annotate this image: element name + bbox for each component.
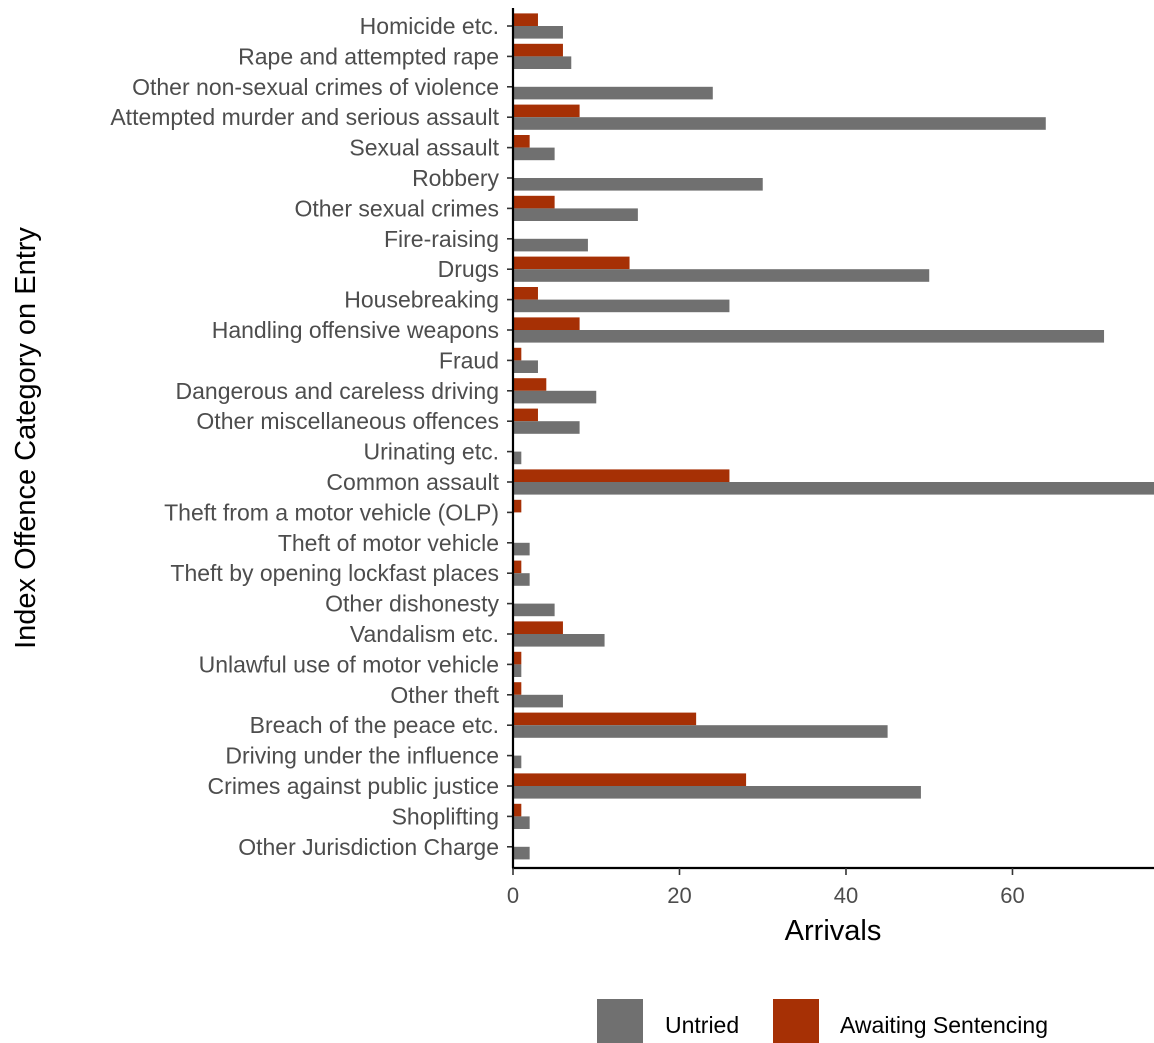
bar-untried <box>513 178 763 191</box>
bar-awaiting-sentencing <box>513 287 538 300</box>
bar-untried <box>513 208 638 221</box>
bar-untried <box>513 299 730 313</box>
legend: Untried Awaiting Sentencing <box>597 999 1048 1043</box>
bar-untried <box>513 664 522 677</box>
category-label: Drugs <box>438 256 499 282</box>
bar-untried <box>513 421 580 434</box>
bar-untried <box>513 451 522 465</box>
bar-untried <box>513 360 538 373</box>
bar-awaiting-sentencing <box>513 651 522 665</box>
x-axis-title: Arrivals <box>785 915 882 947</box>
bar-awaiting-sentencing <box>513 560 522 574</box>
bar-awaiting-sentencing <box>513 682 522 695</box>
x-tick-label: 0 <box>507 883 519 908</box>
bar-untried <box>513 755 522 769</box>
bar-awaiting-sentencing <box>513 347 522 361</box>
category-label: Other miscellaneous offences <box>196 408 499 434</box>
category-label: Other theft <box>390 682 499 708</box>
legend-key <box>597 999 643 1043</box>
category-label: Crimes against public justice <box>208 773 499 799</box>
bar-untried <box>513 634 605 647</box>
bar-awaiting-sentencing <box>513 104 580 118</box>
category-label: Breach of the peace etc. <box>250 712 499 738</box>
bar-awaiting-sentencing <box>513 135 530 148</box>
legend-key <box>773 999 819 1043</box>
category-label: Housebreaking <box>344 287 499 313</box>
bar-awaiting-sentencing <box>513 317 580 330</box>
bar-untried <box>513 694 563 708</box>
category-label: Dangerous and careless driving <box>176 378 499 404</box>
bar-awaiting-sentencing <box>513 195 555 209</box>
category-label: Rape and attempted rape <box>238 43 499 69</box>
category-label: Fraud <box>439 347 499 373</box>
bar-untried <box>513 725 888 738</box>
bar-untried <box>513 816 530 829</box>
bar-untried <box>513 147 555 161</box>
bar-awaiting-sentencing <box>513 499 522 513</box>
bar-untried <box>513 390 597 404</box>
legend-label: Awaiting Sentencing <box>840 1012 1048 1038</box>
bar-awaiting-sentencing <box>513 773 747 786</box>
category-label: Theft from a motor vehicle (OLP) <box>164 499 499 525</box>
bar-untried <box>513 846 530 860</box>
bar-awaiting-sentencing <box>513 621 563 634</box>
category-label: Common assault <box>326 469 499 495</box>
x-axis: 0 20 40 60 <box>507 866 1154 908</box>
category-label: Theft of motor vehicle <box>278 530 499 556</box>
bar-awaiting-sentencing <box>513 378 547 391</box>
bar-untried <box>513 330 1105 343</box>
bar-untried <box>513 238 588 252</box>
bar-awaiting-sentencing <box>513 803 522 817</box>
bar-untried <box>513 482 1154 495</box>
category-label: Handling offensive weapons <box>212 317 499 343</box>
bar-untried <box>513 573 530 586</box>
bar-awaiting-sentencing <box>513 43 563 57</box>
category-labels: Homicide etc. Rape and attempted rape Othe… <box>110 13 513 860</box>
category-label: Other non-sexual crimes of violence <box>132 74 499 100</box>
bar-untried <box>513 542 530 556</box>
x-tick-label: 20 <box>667 883 691 908</box>
category-label: Theft by opening lockfast places <box>170 560 499 586</box>
category-label: Vandalism etc. <box>350 621 499 647</box>
bar-awaiting-sentencing <box>513 712 697 726</box>
category-label: Urinating etc. <box>363 439 499 465</box>
category-label: Attempted murder and serious assault <box>110 104 499 130</box>
category-label: Unlawful use of motor vehicle <box>199 651 499 677</box>
bar-untried <box>513 26 563 39</box>
bar-awaiting-sentencing <box>513 13 538 26</box>
bar-untried <box>513 786 921 799</box>
bar-awaiting-sentencing <box>513 469 730 482</box>
category-label: Driving under the influence <box>225 743 499 769</box>
category-label: Other sexual crimes <box>294 195 499 221</box>
bar-untried <box>513 56 572 69</box>
bars-layer <box>513 13 1154 860</box>
category-label: Other Jurisdiction Charge <box>238 834 499 860</box>
bar-awaiting-sentencing <box>513 408 538 422</box>
category-label: Fire-raising <box>384 226 499 252</box>
bar-untried <box>513 117 1046 130</box>
category-label: Shoplifting <box>392 803 499 829</box>
x-tick-label: 60 <box>1000 883 1024 908</box>
bar-awaiting-sentencing <box>513 256 630 270</box>
category-label: Homicide etc. <box>360 13 499 39</box>
x-tick-label: 40 <box>834 883 858 908</box>
category-label: Other dishonesty <box>325 591 499 617</box>
bar-untried <box>513 86 713 100</box>
legend-label: Untried <box>665 1012 739 1038</box>
bar-untried <box>513 269 930 282</box>
category-label: Robbery <box>412 165 499 191</box>
y-axis-title: Index Offence Category on Entry <box>10 227 42 649</box>
bar-untried <box>513 603 555 617</box>
category-label: Sexual assault <box>349 135 499 161</box>
